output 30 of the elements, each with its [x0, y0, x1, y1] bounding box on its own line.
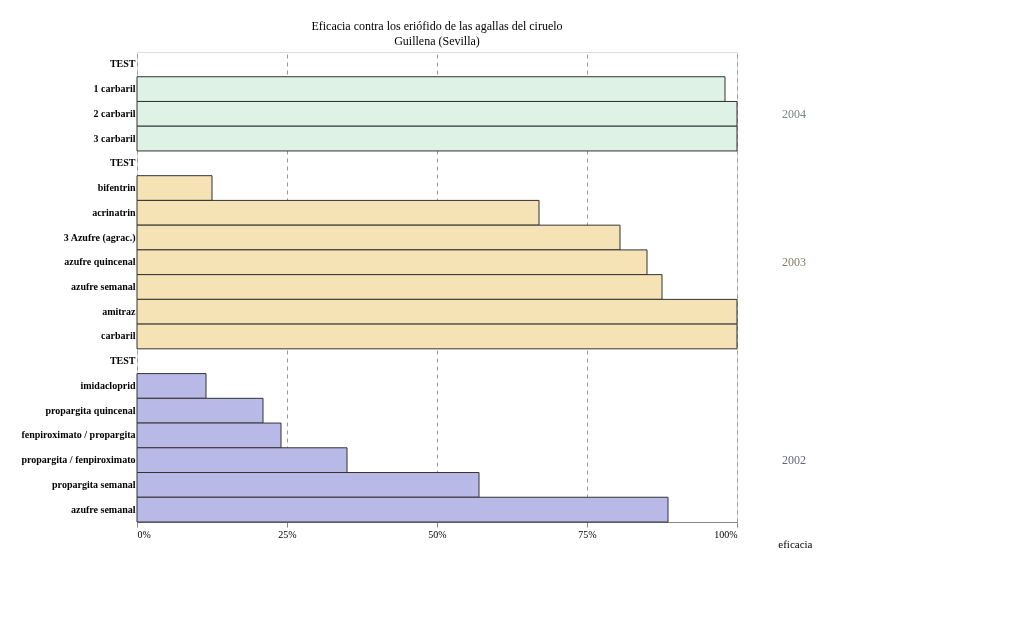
x-tick-label: 75% [578, 528, 597, 540]
x-tick-label: 100% [714, 528, 738, 540]
y-tick-label: 3 carbaril [93, 132, 136, 144]
y-tick-label: acrinatrin [92, 206, 136, 218]
y-tick-label: propargita quincenal [45, 404, 136, 416]
y-tick-label: amitraz [102, 305, 137, 317]
y-tick-label: imidacloprid [80, 379, 136, 391]
y-tick-label: azufre quincenal [64, 256, 136, 268]
y-tick-label: propargita semanal [52, 478, 136, 490]
y-tick-label: bifentrin [97, 182, 136, 194]
text: 2003 [782, 255, 806, 270]
y-tick-label: propargita / fenpiroximato [21, 454, 136, 466]
y-tick-label: 1 carbaril [93, 83, 136, 95]
y-tick-label: fenpiroximato / propargita [21, 429, 136, 441]
y-tick-label: azufre semanal [70, 281, 136, 292]
x-axis-title: eficacia [778, 537, 813, 550]
text: 2004 [782, 106, 806, 121]
y-tick-label: azufre semanal [70, 503, 136, 515]
y-tick-label: 3 Azufre (agrac.) [63, 231, 136, 244]
x-tick-label: 50% [428, 528, 447, 540]
x-tick-label: 25% [278, 528, 297, 540]
x-tick-label: 0% [137, 528, 151, 540]
y-tick-label: TEST [109, 58, 136, 70]
y-tick-label: carbaril [101, 330, 136, 342]
y-tick-label: TEST [109, 355, 136, 367]
chart-title: Eficacia contra los eriófido de las agallas del ciruelo [311, 19, 563, 33]
y-tick-label: 2 carbaril [93, 107, 136, 119]
chart-subtitle: Guillena (Sevilla) [394, 34, 480, 48]
y-tick-label: TEST [109, 157, 136, 169]
text: 2002 [782, 453, 806, 468]
